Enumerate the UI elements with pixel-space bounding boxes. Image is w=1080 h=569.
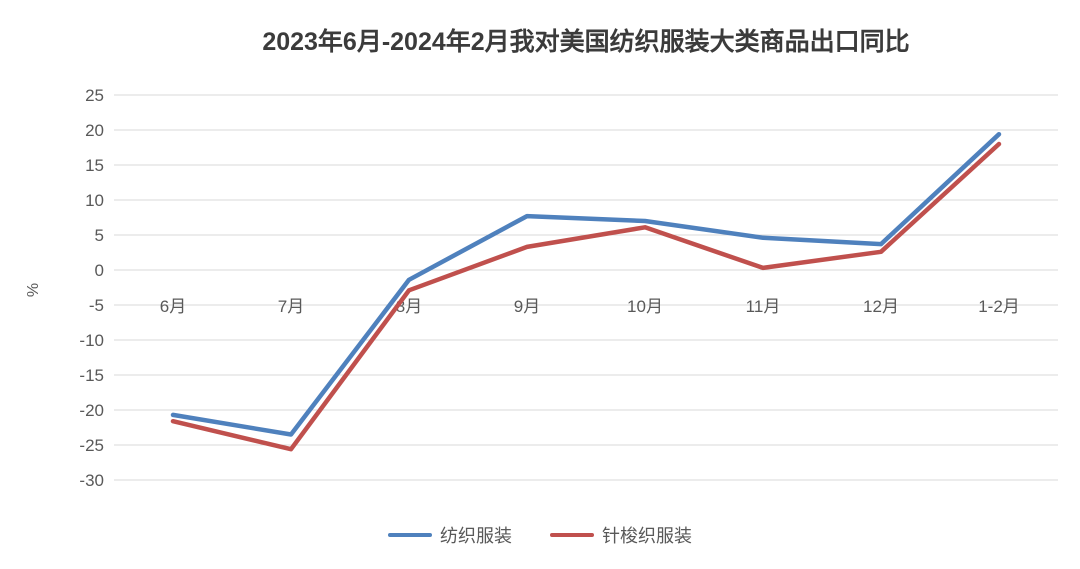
series-line-textile-apparel	[170, 131, 1002, 437]
legend-label-textile-apparel: 纺织服装	[440, 526, 512, 546]
y-tick-label: -15	[79, 366, 104, 385]
y-tick-label: -10	[79, 331, 104, 350]
legend-item-textile-apparel: 纺织服装	[388, 522, 512, 548]
legend-line-swatch-knitted-woven-apparel	[550, 533, 594, 537]
x-tick-label: 12月	[863, 297, 899, 316]
y-tick-label: 10	[85, 191, 104, 210]
y-tick-label: -30	[79, 471, 104, 490]
x-tick-label: 11月	[746, 297, 781, 316]
legend-label-knitted-woven-apparel: 针梭织服装	[602, 526, 692, 546]
x-tick-label: 7月	[278, 297, 304, 316]
x-tick-label: 9月	[514, 297, 540, 316]
y-tick-label: 25	[85, 86, 104, 105]
legend-item-knitted-woven-apparel: 针梭织服装	[550, 522, 692, 548]
y-tick-label: 5	[95, 226, 104, 245]
legend-line-swatch-textile-apparel	[388, 533, 432, 537]
x-tick-label: 10月	[627, 297, 663, 316]
y-tick-label: 20	[85, 121, 104, 140]
y-tick-label: -20	[79, 401, 104, 420]
legend: 纺织服装 针梭织服装	[0, 522, 1080, 548]
y-tick-label: -25	[79, 436, 104, 455]
y-tick-label: 15	[85, 156, 104, 175]
series-line-knitted-woven-apparel	[170, 141, 1002, 452]
y-axis-title: %	[25, 283, 42, 297]
chart-title: 2023年6月-2024年2月我对美国纺织服装大类商品出口同比	[262, 28, 910, 56]
x-tick-label: 1-2月	[978, 297, 1020, 316]
x-tick-label: 6月	[160, 297, 186, 316]
y-tick-label: -5	[89, 296, 104, 315]
y-tick-label: 0	[95, 261, 104, 280]
